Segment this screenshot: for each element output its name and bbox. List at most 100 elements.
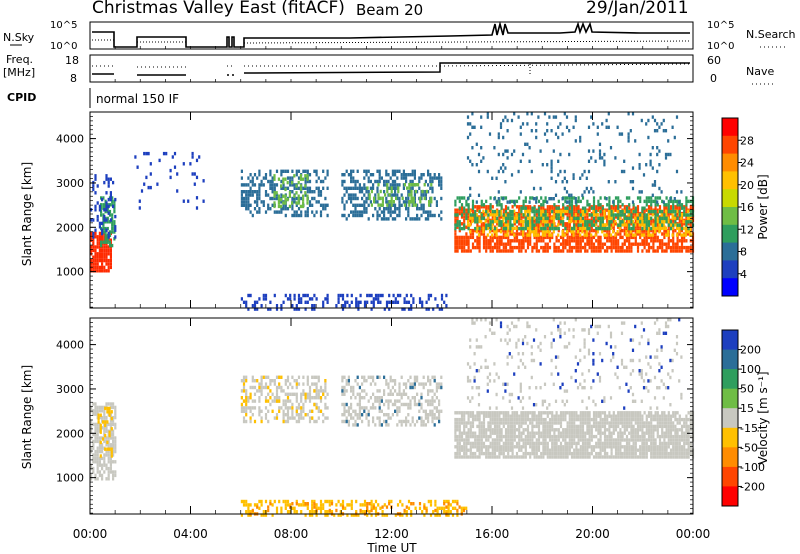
data-cell xyxy=(507,242,510,246)
data-cell xyxy=(96,184,99,188)
data-cell xyxy=(498,414,501,418)
data-cell xyxy=(242,375,246,379)
data-cell xyxy=(398,196,401,201)
data-cell xyxy=(427,379,430,383)
data-cell xyxy=(97,413,100,417)
data-cell xyxy=(498,438,501,442)
data-cell xyxy=(109,405,112,410)
data-cell xyxy=(465,199,468,204)
beam-label: Beam 20 xyxy=(356,1,423,19)
data-cell xyxy=(275,416,279,420)
data-cell xyxy=(612,216,615,221)
data-cell xyxy=(471,417,475,422)
data-cell xyxy=(326,416,329,420)
data-cell xyxy=(645,223,648,227)
data-cell xyxy=(678,239,681,243)
data-cell xyxy=(247,406,250,410)
data-cell xyxy=(107,473,110,478)
data-cell xyxy=(458,228,461,233)
data-cell xyxy=(559,222,563,226)
data-cell xyxy=(304,176,307,180)
data-cell xyxy=(636,205,640,209)
data-cell xyxy=(680,235,684,240)
data-cell xyxy=(632,209,635,214)
data-cell xyxy=(247,207,250,211)
data-cell xyxy=(376,190,379,194)
data-cell xyxy=(420,196,423,201)
data-cell xyxy=(101,265,104,270)
data-cell xyxy=(96,477,99,481)
data-cell xyxy=(361,186,364,190)
data-cell xyxy=(509,434,512,439)
data-cell xyxy=(350,200,353,204)
data-cell xyxy=(387,385,390,390)
data-cell xyxy=(504,205,508,209)
data-cell xyxy=(632,228,635,233)
data-cell xyxy=(493,232,497,236)
data-cell xyxy=(507,448,510,452)
data-cell xyxy=(98,238,101,242)
data-cell xyxy=(295,382,298,386)
data-cell xyxy=(486,226,489,230)
data-cell xyxy=(641,226,644,231)
data-cell xyxy=(628,205,631,209)
data-cell xyxy=(288,191,291,195)
noise-panel: N.Sky 10^5 10^0 10^5 10^0 N.Search xyxy=(3,20,796,52)
data-cell xyxy=(313,307,316,311)
data-cell xyxy=(458,438,461,442)
data-cell xyxy=(193,182,196,186)
data-cell xyxy=(386,189,389,194)
data-cell xyxy=(601,223,604,227)
colorbar-tick-label: 12 xyxy=(740,223,754,236)
data-cell xyxy=(518,434,521,439)
data-cell xyxy=(412,200,415,204)
data-cell xyxy=(627,219,630,224)
data-cell xyxy=(420,213,423,218)
data-cell xyxy=(308,297,312,301)
data-cell xyxy=(566,222,569,226)
data-cell xyxy=(454,451,457,456)
data-cell xyxy=(537,199,541,204)
data-cell xyxy=(511,223,514,227)
data-cell xyxy=(96,405,99,410)
data-cell xyxy=(480,216,483,221)
data-cell xyxy=(606,239,609,243)
data-cell xyxy=(489,235,492,240)
data-cell xyxy=(458,445,461,449)
data-cell xyxy=(467,215,470,219)
data-cell xyxy=(513,245,516,250)
data-cell xyxy=(389,193,392,197)
data-cell xyxy=(397,189,400,194)
data-cell xyxy=(522,414,525,418)
data-cell xyxy=(300,210,303,214)
data-cell xyxy=(656,200,659,204)
data-cell xyxy=(508,200,511,204)
data-cell xyxy=(428,200,431,204)
data-cell xyxy=(535,438,538,442)
data-cell xyxy=(619,228,622,233)
data-cell xyxy=(352,176,355,180)
data-cell xyxy=(245,396,248,400)
data-cell xyxy=(663,232,666,236)
data-cell xyxy=(645,239,648,243)
colorbar-tick-label: 24 xyxy=(740,157,754,170)
data-cell xyxy=(618,226,621,230)
colorbar-swatch xyxy=(722,118,738,137)
data-cell xyxy=(507,417,510,422)
data-cell xyxy=(491,411,494,415)
data-cell xyxy=(471,228,475,233)
data-cell xyxy=(638,216,641,220)
data-cell xyxy=(618,132,621,136)
data-cell xyxy=(315,210,318,214)
data-cell xyxy=(500,203,503,207)
data-cell xyxy=(522,445,525,449)
data-cell xyxy=(482,232,486,236)
data-cell xyxy=(557,451,560,456)
data-cell xyxy=(537,115,540,119)
data-cell xyxy=(438,213,441,218)
data-cell xyxy=(306,169,309,173)
data-cell xyxy=(396,409,399,413)
data-cell xyxy=(546,411,549,415)
data-cell xyxy=(614,196,618,200)
data-cell xyxy=(96,463,99,467)
